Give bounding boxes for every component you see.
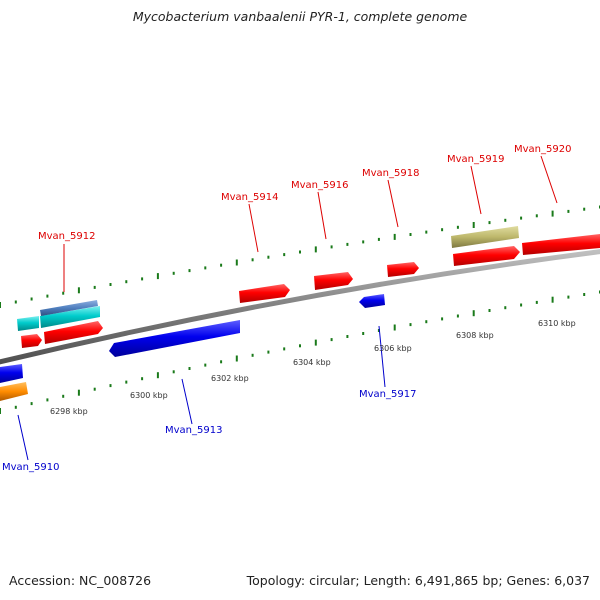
gene-arrow-forward[interactable] [387,262,419,277]
leader-line [248,203,259,253]
leader-line [317,191,327,240]
feature-layer [0,226,600,401]
scale-label: 6308 kbp [456,331,494,340]
leader-line [387,179,399,228]
gene-arrow-forward[interactable] [21,334,42,348]
reverse-tick-row [0,290,600,414]
leader-line [470,165,482,215]
gene-arrow-forward[interactable] [314,272,353,290]
scale-label-layer: 6298 kbp 6300 kbp 6302 kbp 6304 kbp 6306… [50,319,576,416]
leader-line [540,155,558,204]
forward-tick-row [0,205,600,308]
leader-line [17,414,29,461]
gene-label-mvan-5913[interactable]: Mvan_5913 [165,425,222,436]
gene-arrow-reverse[interactable] [359,294,385,308]
genome-summary-text: Topology: circular; Length: 6,491,865 bp… [246,573,590,588]
gene-label-mvan-5917[interactable]: Mvan_5917 [359,389,416,400]
misc-feature[interactable] [40,300,98,316]
rna-feature[interactable] [17,316,39,331]
scale-label: 6306 kbp [374,344,412,353]
gene-arrow-reverse[interactable] [0,364,23,383]
scale-label: 6298 kbp [50,407,88,416]
genome-backbone [0,249,600,365]
leader-line [378,325,386,388]
rna-feature[interactable] [40,306,100,328]
gene-label-layer: Mvan_5912 Mvan_5914 Mvan_5916 Mvan_5918 … [2,144,571,473]
gene-label-mvan-5919[interactable]: Mvan_5919 [447,154,504,165]
gene-label-mvan-5912[interactable]: Mvan_5912 [38,231,95,242]
gene-arrow-reverse[interactable] [109,320,240,357]
gene-label-mvan-5916[interactable]: Mvan_5916 [291,180,348,191]
scale-label: 6304 kbp [293,358,331,367]
misc-feature[interactable] [0,382,28,401]
leader-line [181,378,193,425]
gene-label-mvan-5920[interactable]: Mvan_5920 [514,144,571,155]
gene-arrow-forward[interactable] [522,234,600,255]
gene-label-mvan-5914[interactable]: Mvan_5914 [221,192,278,203]
gene-arrow-forward[interactable] [239,284,290,303]
gene-label-mvan-5910[interactable]: Mvan_5910 [2,462,59,473]
scale-label: 6310 kbp [538,319,576,328]
misc-feature[interactable] [451,226,519,248]
gene-arrow-forward[interactable] [453,246,520,266]
gene-label-mvan-5918[interactable]: Mvan_5918 [362,168,419,179]
scale-label: 6300 kbp [130,391,168,400]
map-title: Mycobacterium vanbaalenii PYR-1, complet… [132,9,468,24]
accession-text: Accession: NC_008726 [9,573,152,588]
scale-label: 6302 kbp [211,374,249,383]
gene-arrow-forward[interactable] [44,321,103,344]
